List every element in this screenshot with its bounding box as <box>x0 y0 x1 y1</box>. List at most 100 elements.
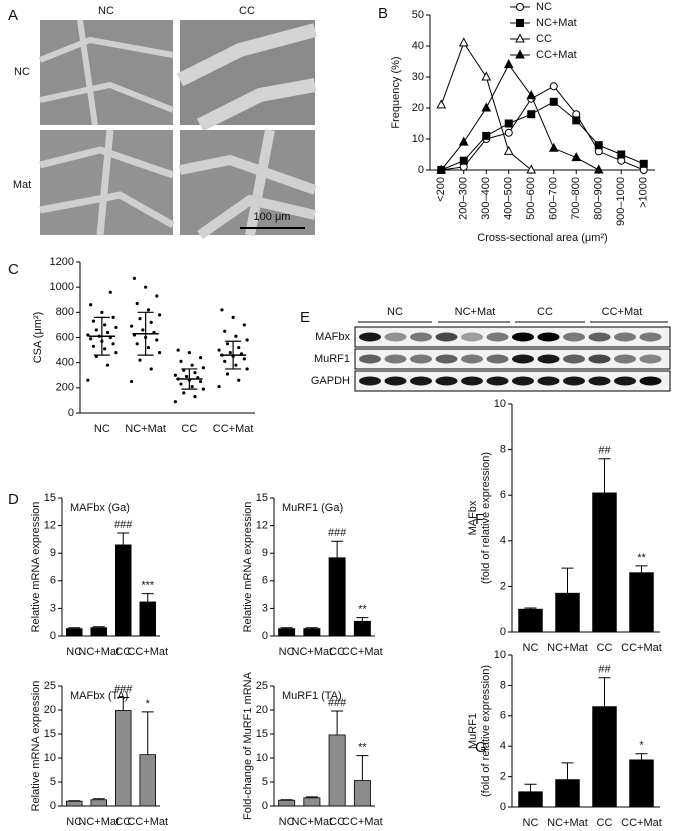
marker <box>436 99 447 109</box>
significance-label: * <box>146 698 151 710</box>
lane-label: CC+Mat <box>602 306 643 318</box>
scale-bar-label: 100 μm <box>254 211 291 223</box>
bar <box>66 800 83 807</box>
sd-bar <box>225 340 242 370</box>
y-tick-label: 10 <box>412 133 424 145</box>
error-bar <box>598 677 611 707</box>
x-tick-label: CC <box>181 423 197 435</box>
x-axis-title: Cross-sectional area (μm²) <box>477 232 607 244</box>
data-point <box>228 351 232 355</box>
panel-label: G <box>475 739 487 756</box>
data-point <box>135 301 139 306</box>
bar <box>66 628 83 637</box>
error-bar <box>635 753 648 760</box>
legend-label: CC+Mat <box>536 49 577 61</box>
bar <box>629 572 654 633</box>
x-tick-label: CC+Mat <box>342 816 383 828</box>
significance-label: ** <box>358 742 367 754</box>
data-point <box>86 378 90 382</box>
legend-label: NC+Mat <box>536 17 577 29</box>
data-point <box>111 342 115 346</box>
data-point <box>138 317 142 321</box>
y-tick-label: 12 <box>44 520 56 532</box>
data-point <box>179 359 183 364</box>
marker <box>516 3 524 11</box>
error-bar <box>524 607 537 610</box>
x-tick-label: CC+Mat <box>621 642 662 654</box>
row-label: Mat <box>13 179 31 191</box>
y-tick-label: 5 <box>50 776 56 788</box>
error-bar <box>280 627 293 629</box>
significance-label: ## <box>598 445 611 457</box>
data-point <box>89 303 93 307</box>
y-tick-label: 25 <box>44 680 56 692</box>
column-label: NC <box>98 5 114 17</box>
y-axis-title: MAFbx <box>467 500 479 535</box>
chart-title: MAFbx (TA) <box>70 690 128 702</box>
bar <box>353 780 371 807</box>
y-tick-label: 20 <box>44 704 56 716</box>
marker <box>503 59 514 69</box>
y-tick-label: 0 <box>418 164 424 176</box>
y-tick-label: 3 <box>50 602 56 614</box>
chart-title: MuRF1 (TA) <box>282 690 342 702</box>
bar <box>555 592 580 633</box>
data-point <box>138 358 142 362</box>
data-point <box>91 319 96 323</box>
error-bar <box>117 532 130 545</box>
data-point <box>158 351 162 355</box>
marker <box>515 33 525 43</box>
data-point <box>103 323 107 327</box>
protein-label: MuRF1 <box>314 353 350 365</box>
data-point <box>114 351 118 355</box>
data-point <box>155 338 159 342</box>
series-line <box>440 63 599 171</box>
x-tick-label: CC+Mat <box>127 816 168 828</box>
significance-label: * <box>639 740 644 752</box>
data-point <box>182 391 186 395</box>
x-tick-label: CC+Mat <box>127 646 168 658</box>
data-point <box>220 308 224 312</box>
y-tick-label: 10 <box>494 398 506 410</box>
error-bar <box>331 710 344 735</box>
data-point <box>173 400 177 404</box>
x-tick-label: NC+Mat <box>547 817 588 829</box>
marker <box>504 119 513 128</box>
row-label: NC <box>14 66 30 78</box>
error-bar <box>305 627 318 629</box>
error-bar <box>92 798 105 800</box>
x-tick-label: >1000 <box>638 177 650 208</box>
data-point <box>94 328 98 332</box>
y-tick-label: 6 <box>50 575 56 587</box>
data-point <box>135 342 139 346</box>
y-tick-label: 0 <box>50 630 56 642</box>
significance-label: ### <box>328 697 347 709</box>
data-point <box>146 345 151 350</box>
y-tick-label: 4 <box>500 740 506 752</box>
data-point <box>190 363 194 367</box>
data-point <box>173 373 177 377</box>
panel-label: E <box>300 309 310 326</box>
y-tick-label: 1200 <box>50 256 74 268</box>
data-point <box>245 338 249 342</box>
data-point <box>187 351 191 355</box>
data-point <box>217 384 221 389</box>
x-tick-label: NC+Mat <box>292 816 333 828</box>
y-axis-title: MuRF1 <box>467 713 479 749</box>
histology-images <box>38 19 317 240</box>
bar <box>518 608 543 633</box>
data-point <box>130 379 134 384</box>
bar <box>139 601 156 637</box>
data-point <box>132 276 137 280</box>
y-tick-label: 6 <box>500 710 506 722</box>
x-tick-label: 200–300 <box>458 177 470 220</box>
series-line <box>441 101 644 171</box>
marker <box>594 141 603 150</box>
sd-bar <box>181 368 198 390</box>
data-point <box>89 337 93 341</box>
y-tick-label: 4 <box>500 535 506 547</box>
y-tick-label: 0 <box>500 801 506 813</box>
x-tick-label: CC <box>329 646 345 658</box>
marker <box>459 156 468 165</box>
